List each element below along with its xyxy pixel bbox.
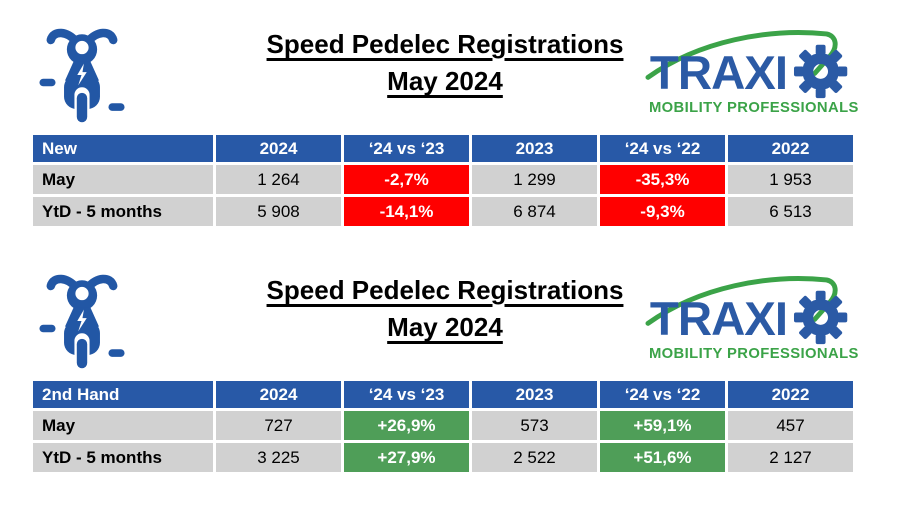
change-cell: -9,3%: [600, 197, 725, 226]
change-cell: +27,9%: [344, 443, 469, 472]
speed-pedelec-icon: [39, 28, 125, 123]
swoosh-icon: [645, 30, 838, 80]
speed-pedelec-icon: [39, 274, 125, 369]
value-cell: 6 513: [728, 197, 853, 226]
section-title: Speed Pedelec Registrations May 2024: [180, 26, 710, 100]
change-cell: -14,1%: [344, 197, 469, 226]
change-cell: -2,7%: [344, 165, 469, 194]
traxio-logo: TRAXI MOBILITY PROFESSIONALS: [645, 276, 859, 362]
value-cell: 1 953: [728, 165, 853, 194]
secondhand-registrations-table: 2nd Hand 2024 ‘24 vs ‘23 2023 ‘24 vs ‘22…: [30, 378, 856, 475]
change-cell: +59,1%: [600, 411, 725, 440]
table-header-row: New 2024 ‘24 vs ‘23 2023 ‘24 vs ‘22 2022: [33, 135, 853, 162]
logo-tagline: MOBILITY PROFESSIONALS: [649, 100, 859, 116]
table-header-row: 2nd Hand 2024 ‘24 vs ‘23 2023 ‘24 vs ‘22…: [33, 381, 853, 408]
traxio-logo: TRAXI MOBILITY PROFESSIONALS: [645, 30, 859, 116]
table-corner-header: 2nd Hand: [33, 381, 213, 408]
row-label: May: [33, 411, 213, 440]
swoosh-icon: [645, 276, 838, 326]
value-cell: 1 299: [472, 165, 597, 194]
column-header-2024: 2024: [216, 381, 341, 408]
column-header-2024: 2024: [216, 135, 341, 162]
logo-brand-text: TRAXI: [650, 47, 787, 100]
title-line-1: Speed Pedelec Registrations: [266, 29, 624, 59]
column-header-24vs22: ‘24 vs ‘22: [600, 135, 725, 162]
column-header-2022: 2022: [728, 135, 853, 162]
column-header-2023: 2023: [472, 135, 597, 162]
column-header-2022: 2022: [728, 381, 853, 408]
value-cell: 6 874: [472, 197, 597, 226]
value-cell: 573: [472, 411, 597, 440]
logo-brand-text: TRAXI: [650, 293, 787, 346]
table-corner-header: New: [33, 135, 213, 162]
value-cell: 457: [728, 411, 853, 440]
value-cell: 1 264: [216, 165, 341, 194]
column-header-24vs23: ‘24 vs ‘23: [344, 381, 469, 408]
row-label: May: [33, 165, 213, 194]
section-new-registrations: Speed Pedelec Registrations May 2024 TRA…: [0, 4, 900, 250]
new-registrations-table: New 2024 ‘24 vs ‘23 2023 ‘24 vs ‘22 2022…: [30, 132, 856, 229]
title-line-2: May 2024: [387, 66, 503, 96]
value-cell: 5 908: [216, 197, 341, 226]
column-header-24vs23: ‘24 vs ‘23: [344, 135, 469, 162]
title-line-1: Speed Pedelec Registrations: [266, 275, 624, 305]
value-cell: 2 522: [472, 443, 597, 472]
row-label: YtD - 5 months: [33, 443, 213, 472]
value-cell: 3 225: [216, 443, 341, 472]
change-cell: -35,3%: [600, 165, 725, 194]
row-label: YtD - 5 months: [33, 197, 213, 226]
title-line-2: May 2024: [387, 312, 503, 342]
column-header-2023: 2023: [472, 381, 597, 408]
table-row-may: May 1 264 -2,7% 1 299 -35,3% 1 953: [33, 165, 853, 194]
table-row-ytd: YtD - 5 months 3 225 +27,9% 2 522 +51,6%…: [33, 443, 853, 472]
gear-icon: [793, 290, 848, 345]
table-row-may: May 727 +26,9% 573 +59,1% 457: [33, 411, 853, 440]
section-secondhand-registrations: Speed Pedelec Registrations May 2024 TRA…: [0, 250, 900, 496]
logo-tagline: MOBILITY PROFESSIONALS: [649, 346, 859, 362]
value-cell: 727: [216, 411, 341, 440]
change-cell: +51,6%: [600, 443, 725, 472]
column-header-24vs22: ‘24 vs ‘22: [600, 381, 725, 408]
gear-icon: [793, 44, 848, 99]
table-row-ytd: YtD - 5 months 5 908 -14,1% 6 874 -9,3% …: [33, 197, 853, 226]
change-cell: +26,9%: [344, 411, 469, 440]
section-title: Speed Pedelec Registrations May 2024: [180, 272, 710, 346]
value-cell: 2 127: [728, 443, 853, 472]
